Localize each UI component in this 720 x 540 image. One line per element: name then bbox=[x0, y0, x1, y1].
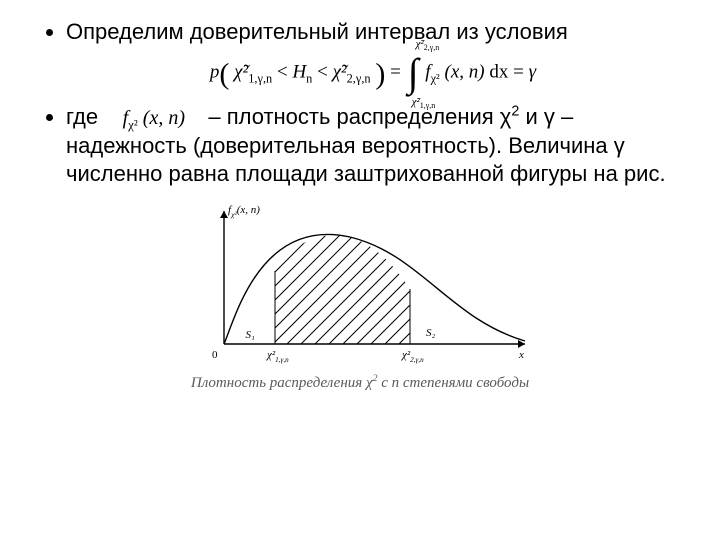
caption-mid: с n степенями свободы bbox=[377, 375, 529, 391]
chi-square-density-figure: fχ²(x, n) 0 χ²1,γ,n χ²2,γ,n S₁ S₂ x bbox=[180, 199, 540, 369]
formula-p: p bbox=[210, 61, 220, 82]
bullet2-inline-formula: fχ² (x, n) bbox=[123, 107, 190, 129]
svg-text:fχ²(x, n): fχ²(x, n) bbox=[228, 204, 260, 219]
int-lower: χ̃² bbox=[412, 96, 420, 108]
svg-text:χ²2,γ,n: χ²2,γ,n bbox=[401, 349, 424, 364]
formula-chi1: χ̃² bbox=[234, 61, 248, 82]
formula-eq1: = bbox=[390, 61, 405, 82]
formula-rparen: ) bbox=[375, 57, 385, 90]
svg-text:χ²1,γ,n: χ²1,γ,n bbox=[266, 349, 289, 364]
bullet-item-2: где fχ² (x, n) – плотность распределения… bbox=[66, 103, 680, 189]
formula-fsub: χ² bbox=[431, 71, 440, 85]
formula-farg: (x, n) bbox=[445, 61, 485, 82]
figure-caption: Плотность распределения χ2 с n степенями… bbox=[191, 375, 529, 392]
bullet-list: Определим доверительный интервал из усло… bbox=[40, 18, 680, 189]
formula-gamma: γ bbox=[529, 61, 537, 82]
bullet1-text: Определим доверительный интервал из усло… bbox=[66, 19, 568, 44]
bullet2-prefix: где bbox=[66, 104, 98, 129]
int-upper: χ̃² bbox=[416, 38, 424, 50]
b2-fsub: χ² bbox=[128, 117, 138, 132]
formula-chi2: χ̃² bbox=[333, 61, 347, 82]
int-lower-sub: 1,γ,n bbox=[420, 101, 436, 110]
b2-sup: 2 bbox=[511, 104, 519, 120]
figure-wrap: fχ²(x, n) 0 χ²1,γ,n χ²2,γ,n S₁ S₂ x Плотность … bbox=[40, 199, 680, 392]
formula-eq2: = bbox=[513, 61, 528, 82]
formula-chi2-sub: 2,γ,n bbox=[347, 71, 371, 85]
caption-prefix: Плотность распределения χ bbox=[191, 375, 373, 391]
int-upper-sub: 2,γ,n bbox=[424, 43, 440, 52]
formula-Hsub: n bbox=[306, 71, 312, 85]
int-sign: ∫ bbox=[408, 50, 419, 95]
formula-dx: dx bbox=[489, 61, 508, 82]
slide-page: Определим доверительный интервал из усло… bbox=[0, 0, 720, 402]
b2-farg: (x, n) bbox=[143, 107, 185, 129]
svg-text:x: x bbox=[518, 349, 524, 361]
svg-text:S₁: S₁ bbox=[246, 329, 256, 341]
formula-H: H bbox=[292, 61, 306, 82]
bullet-item-1: Определим доверительный интервал из усло… bbox=[66, 18, 680, 93]
formula-lt1: < bbox=[277, 61, 292, 82]
formula-lparen: ( bbox=[219, 57, 229, 90]
bullet2-after: – плотность распределения χ bbox=[208, 104, 511, 129]
formula-lt2: < bbox=[317, 61, 332, 82]
svg-text:S₂: S₂ bbox=[426, 327, 436, 339]
formula-integral: χ̃²2,γ,n ∫ χ̃²1,γ,n bbox=[406, 53, 421, 94]
svg-text:0: 0 bbox=[212, 349, 218, 361]
formula-chi1-sub: 1,γ,n bbox=[248, 71, 272, 85]
main-formula: p( χ̃²1,γ,n < Hn < χ̃²2,γ,n ) = χ̃²2,γ,n… bbox=[66, 53, 680, 94]
